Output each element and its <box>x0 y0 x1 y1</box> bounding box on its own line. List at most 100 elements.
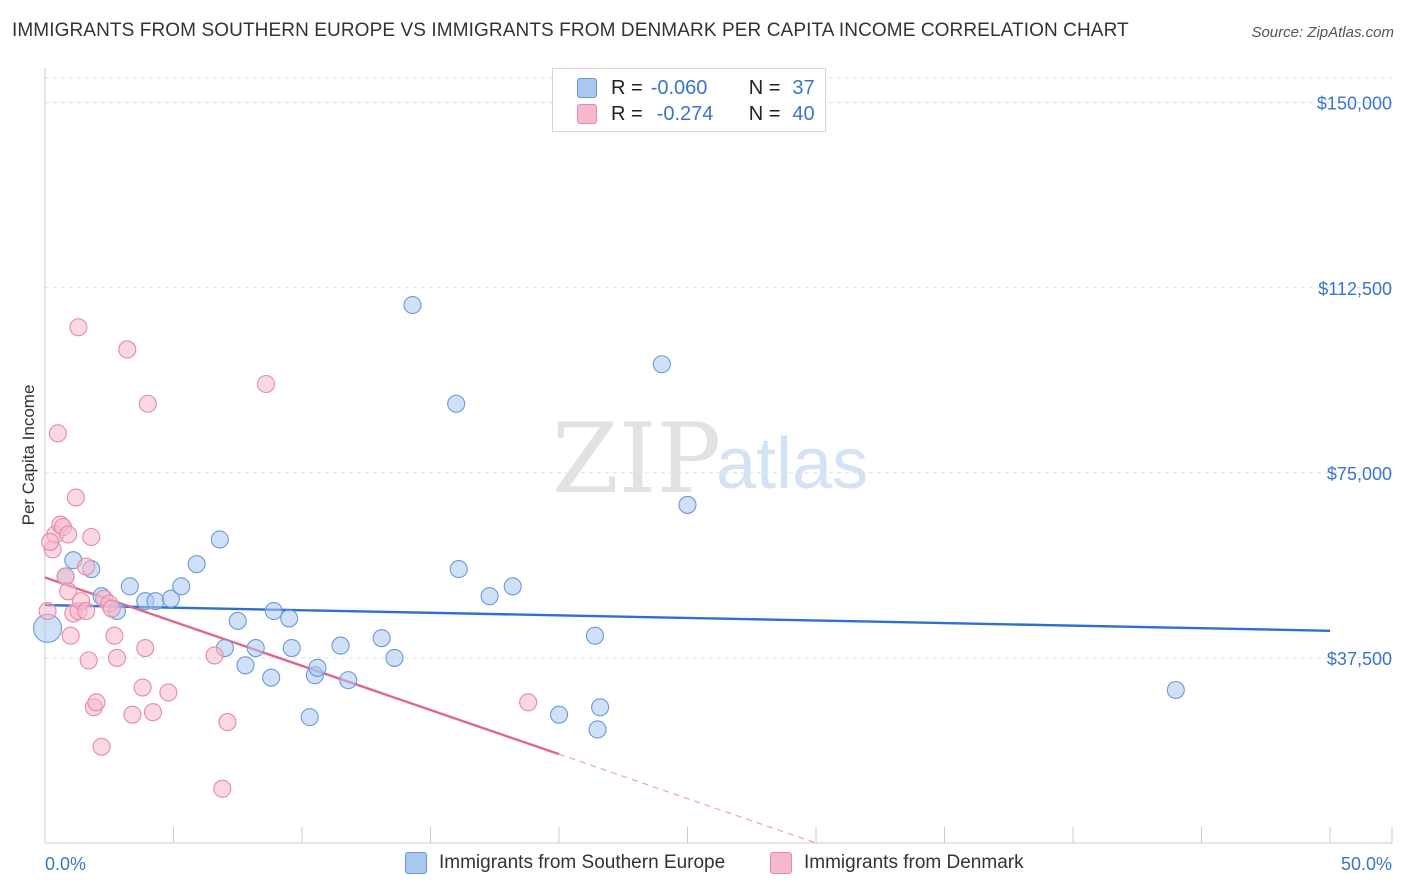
point-southern-europe <box>678 495 697 514</box>
point-southern-europe <box>172 577 191 596</box>
point-denmark <box>218 713 237 732</box>
trend-southern-europe <box>44 603 1331 632</box>
point-southern-europe <box>120 577 139 596</box>
point-denmark <box>118 340 137 359</box>
point-denmark <box>143 703 162 722</box>
point-denmark <box>105 626 124 645</box>
point-denmark <box>48 424 67 443</box>
point-denmark <box>213 779 232 798</box>
trend-lines <box>44 576 1331 844</box>
point-denmark <box>159 683 178 702</box>
point-southern-europe <box>591 698 610 717</box>
point-denmark <box>102 599 121 618</box>
point-denmark <box>59 582 78 601</box>
n-label: N = <box>748 76 781 99</box>
r-value: -0.274 <box>656 102 714 125</box>
point-denmark <box>256 374 276 394</box>
point-denmark <box>38 601 57 621</box>
y-axis-title: Per Capita Income <box>19 385 38 526</box>
legend-swatch-denmark <box>770 852 792 874</box>
legend-row-southern-europe: R = -0.060 N = 37 <box>577 75 815 101</box>
point-southern-europe <box>280 609 299 628</box>
grid-lines <box>45 77 1392 659</box>
point-denmark <box>77 557 96 576</box>
chart-title: IMMIGRANTS FROM SOUTHERN EUROPE VS IMMIG… <box>12 20 1129 41</box>
point-southern-europe <box>480 587 499 606</box>
axes <box>44 68 1393 844</box>
point-southern-europe <box>308 658 327 677</box>
point-denmark <box>92 737 111 756</box>
r-value: -0.060 <box>650 76 708 99</box>
point-southern-europe <box>449 560 468 579</box>
point-southern-europe <box>652 355 671 374</box>
point-southern-europe <box>210 530 229 549</box>
r-label: R = <box>611 76 643 99</box>
point-southern-europe <box>588 720 607 739</box>
point-southern-europe <box>331 636 350 655</box>
x-tick-label: 0.0% <box>45 854 86 874</box>
point-denmark <box>59 525 78 544</box>
point-denmark <box>66 488 85 507</box>
point-denmark <box>87 693 106 712</box>
point-southern-europe <box>585 626 605 645</box>
trend-denmark <box>44 576 560 756</box>
point-southern-europe <box>228 611 247 630</box>
point-denmark <box>79 651 98 670</box>
legend-row-denmark: R = -0.274 N = 40 <box>577 101 815 127</box>
point-denmark <box>133 678 152 697</box>
data-points <box>33 295 1185 798</box>
y-tick-labels: $37,500 $75,000 $112,500 $150,000 <box>1317 94 1392 669</box>
point-southern-europe <box>1166 680 1185 700</box>
y-tick-label: $112,500 <box>1318 279 1392 299</box>
point-southern-europe <box>300 708 319 727</box>
point-denmark <box>205 646 224 665</box>
x-tick-label: 50.0% <box>1341 854 1392 874</box>
point-southern-europe <box>262 668 281 687</box>
point-denmark <box>107 648 127 667</box>
legend-label-denmark: Immigrants from Denmark <box>804 852 1024 873</box>
point-southern-europe <box>246 638 265 658</box>
point-southern-europe <box>187 555 206 574</box>
legend-swatch-denmark <box>577 104 597 124</box>
point-denmark <box>69 318 88 337</box>
point-southern-europe <box>146 592 165 611</box>
point-denmark <box>82 527 101 547</box>
point-southern-europe <box>339 671 358 690</box>
trend-denmark-extension <box>558 753 817 844</box>
watermark-atlas: atlas <box>716 424 868 504</box>
point-southern-europe <box>264 601 283 621</box>
y-tick-label: $37,500 <box>1327 649 1392 669</box>
point-denmark <box>138 394 157 413</box>
legend-item-denmark[interactable]: Immigrants from Denmark <box>770 852 1024 874</box>
point-southern-europe <box>372 629 391 648</box>
legend-item-southern-europe[interactable]: Immigrants from Southern Europe <box>405 852 725 874</box>
legend-swatch-southern-europe <box>577 78 597 98</box>
point-denmark <box>123 705 142 724</box>
point-denmark <box>61 626 80 645</box>
point-southern-europe <box>282 638 301 658</box>
point-denmark <box>56 567 75 586</box>
point-denmark <box>41 532 60 551</box>
point-southern-europe <box>385 648 404 667</box>
point-southern-europe <box>403 295 422 315</box>
correlation-legend: R = -0.060 N = 37 R = -0.274 N = 40 <box>552 68 826 132</box>
legend-swatch-southern-europe <box>405 852 427 874</box>
point-southern-europe <box>503 577 522 596</box>
y-tick-label: $75,000 <box>1327 464 1392 484</box>
legend-label-southern-europe: Immigrants from Southern Europe <box>439 852 726 873</box>
point-denmark <box>519 693 538 712</box>
point-southern-europe <box>447 394 466 413</box>
point-denmark <box>136 638 155 658</box>
point-southern-europe <box>236 656 255 675</box>
point-denmark <box>77 601 96 621</box>
series-legend: Immigrants from Southern Europe Immigran… <box>0 852 1406 876</box>
n-label: N = <box>748 102 781 125</box>
x-tick-labels: 0.0% 50.0% <box>45 854 1392 874</box>
point-southern-europe <box>549 705 569 724</box>
y-tick-label: $150,000 <box>1317 94 1392 114</box>
watermark: ZIP atlas <box>552 403 868 515</box>
r-label: R = <box>611 102 643 125</box>
source-label: Source: ZipAtlas.com <box>1251 24 1394 41</box>
point-southern-europe <box>161 589 180 608</box>
